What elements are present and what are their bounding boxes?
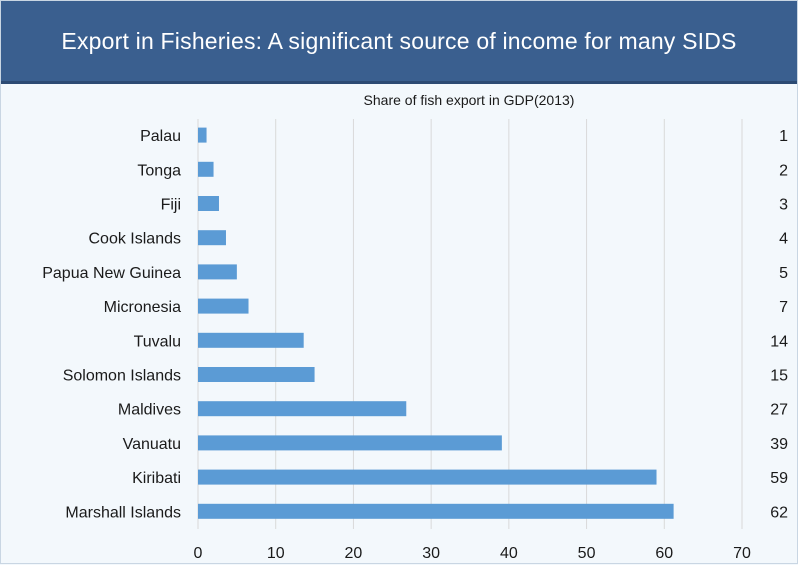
bar [198, 264, 237, 280]
bar [198, 298, 249, 314]
x-tick-label: 40 [500, 545, 518, 562]
value-label: 4 [779, 231, 788, 248]
bar [198, 161, 214, 177]
bar [198, 332, 304, 348]
value-label: 39 [770, 436, 788, 453]
value-label: 59 [770, 470, 788, 487]
bar [198, 127, 207, 143]
x-tick-label: 30 [422, 545, 440, 562]
x-tick-label: 70 [733, 545, 751, 562]
value-label: 3 [779, 197, 788, 214]
value-label: 5 [779, 265, 788, 282]
banner-title: Export in Fisheries: A significant sourc… [61, 27, 737, 54]
bar [198, 367, 315, 382]
x-tick-label: 50 [578, 545, 596, 562]
value-label: 15 [770, 368, 788, 385]
bar [198, 401, 407, 417]
category-label: Maldives [118, 402, 181, 419]
value-label: 27 [770, 402, 788, 419]
chart-subtitle: Share of fish export in GDP(2013) [364, 92, 575, 108]
value-label: 14 [770, 333, 788, 350]
x-tick-label: 10 [267, 545, 285, 562]
category-label: Fiji [161, 197, 181, 214]
category-label: Micronesia [104, 299, 181, 316]
category-label: Marshall Islands [65, 504, 181, 521]
x-tick-label: 60 [655, 545, 673, 562]
category-label: Tuvalu [134, 333, 181, 350]
title-banner: Export in Fisheries: A significant sourc… [1, 1, 797, 84]
value-label: 1 [779, 128, 788, 145]
value-label: 7 [779, 299, 788, 316]
category-label: Tonga [137, 162, 181, 179]
x-tick-label: 20 [345, 545, 363, 562]
bar [198, 503, 674, 519]
category-label: Solomon Islands [63, 368, 181, 385]
value-label: 62 [770, 504, 788, 521]
x-tick-label: 0 [194, 545, 203, 562]
category-label: Cook Islands [89, 231, 182, 248]
value-label: 2 [779, 162, 788, 179]
category-label: Palau [140, 128, 181, 145]
bar [198, 230, 226, 246]
bar [198, 196, 219, 211]
category-label: Kiribati [132, 470, 181, 487]
category-label: Vanuatu [123, 436, 181, 453]
bar [198, 435, 502, 451]
bar [198, 469, 657, 485]
category-label: Papua New Guinea [42, 265, 181, 282]
